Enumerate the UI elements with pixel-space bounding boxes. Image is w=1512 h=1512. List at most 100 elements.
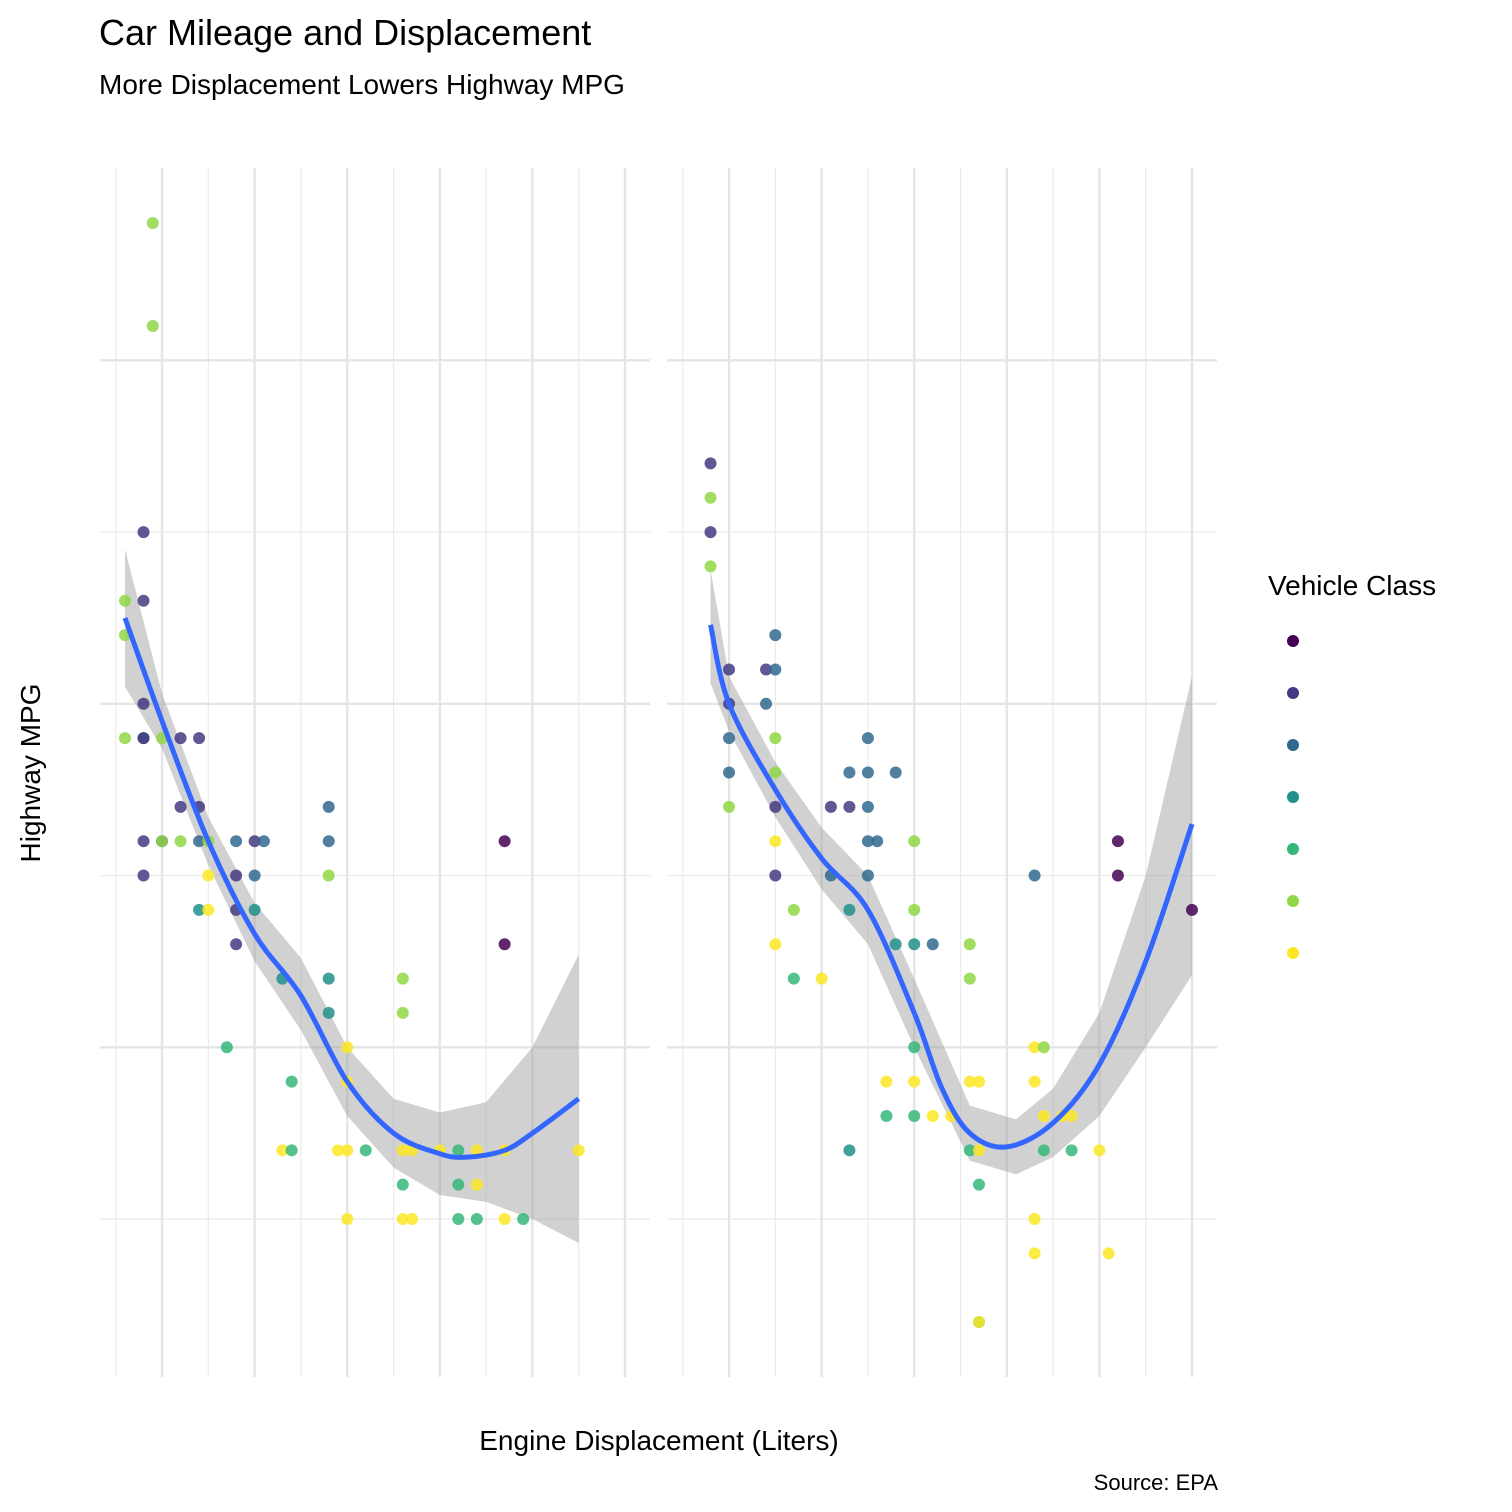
data-point-midsize — [926, 938, 939, 951]
data-point-pickup — [908, 1109, 921, 1122]
data-point-subcompact — [146, 319, 159, 332]
data-point-suv — [331, 1144, 344, 1157]
data-point-suv — [202, 903, 215, 916]
caption: Source: EPA — [1094, 1470, 1219, 1495]
data-point-compact — [760, 663, 773, 676]
data-point-pickup — [452, 1213, 465, 1226]
legend-key-minivan — [1287, 791, 1299, 803]
data-point-subcompact — [963, 972, 976, 985]
data-point-midsize — [193, 835, 206, 848]
data-point-midsize — [769, 663, 782, 676]
data-point-compact — [137, 594, 150, 607]
data-point-suv — [815, 972, 828, 985]
smooth-line — [122, 617, 581, 1160]
data-point-compact — [137, 835, 150, 848]
data-point-midsize — [843, 766, 856, 779]
data-point-compact — [137, 697, 150, 710]
legend-key-subcompact — [1287, 895, 1299, 907]
data-point-pickup — [359, 1144, 372, 1157]
panel-2008 — [667, 168, 1217, 1377]
data-point-suv — [769, 938, 782, 951]
data-point-suv — [973, 1144, 986, 1157]
data-point-midsize — [861, 766, 874, 779]
data-point-2seater — [498, 835, 511, 848]
data-point-compact — [193, 732, 206, 745]
legend-key-suv — [1287, 947, 1299, 959]
data-point-suv — [1065, 1109, 1078, 1122]
data-point-minivan — [322, 1006, 335, 1019]
data-point-compact — [769, 869, 782, 882]
data-point-midsize — [889, 766, 902, 779]
data-point-suv — [1102, 1247, 1115, 1260]
data-point-suv — [1028, 1041, 1041, 1054]
data-point-suv — [396, 1144, 409, 1157]
confidence-ribbon — [125, 549, 579, 1244]
data-point-pickup — [285, 1144, 298, 1157]
data-point-pickup — [1037, 1144, 1050, 1157]
data-point-subcompact — [908, 903, 921, 916]
data-point-suv — [572, 1144, 585, 1157]
data-point-pickup — [1065, 1144, 1078, 1157]
data-point-minivan — [843, 1144, 856, 1157]
data-point-midsize — [769, 629, 782, 642]
data-point-minivan — [889, 938, 902, 951]
data-point-subcompact — [704, 560, 717, 573]
data-point-2seater — [1111, 869, 1124, 882]
data-point-subcompact — [119, 594, 131, 607]
data-point-compact — [704, 457, 717, 470]
legend: Vehicle Class — [1268, 570, 1436, 959]
data-point-pickup — [517, 1213, 530, 1226]
legend-key-compact — [1287, 687, 1299, 699]
data-point-compact — [137, 732, 150, 745]
data-point-pickup — [973, 1178, 986, 1191]
legend-title: Vehicle Class — [1268, 570, 1436, 601]
data-point-subcompact — [396, 972, 409, 985]
smooth-line — [708, 624, 1195, 1150]
data-point-pickup — [220, 1041, 233, 1054]
data-point-compact — [843, 800, 856, 813]
data-point-subcompact — [769, 766, 782, 779]
data-point-pickup — [880, 1109, 893, 1122]
y-axis-label: Highway MPG — [15, 684, 46, 863]
chart-title: Car Mileage and Displacement — [99, 12, 591, 53]
data-point-midsize — [861, 732, 874, 745]
data-point-suv — [963, 1075, 976, 1088]
data-point-suv — [341, 1144, 354, 1157]
data-point-2seater — [498, 938, 511, 951]
data-point-suv — [1028, 1213, 1041, 1226]
data-point-compact — [230, 869, 243, 882]
data-point-midsize — [1028, 869, 1041, 882]
data-point-pickup — [285, 1075, 298, 1088]
data-point-minivan — [322, 972, 335, 985]
data-point-pickup — [908, 1041, 921, 1054]
data-point-2seater — [1186, 903, 1198, 916]
data-point-pickup — [470, 1213, 483, 1226]
data-point-compact — [137, 526, 150, 539]
data-point-midsize — [871, 835, 884, 848]
data-point-minivan — [843, 903, 856, 916]
chart-subtitle: More Displacement Lowers Highway MPG — [99, 69, 625, 100]
data-point-subcompact — [908, 835, 921, 848]
data-point-midsize — [248, 869, 261, 882]
data-point-compact — [230, 938, 243, 951]
data-point-midsize — [861, 835, 874, 848]
data-point-suv — [470, 1178, 483, 1191]
data-point-suv — [973, 1316, 986, 1329]
data-point-suv — [880, 1075, 893, 1088]
data-point-compact — [723, 663, 736, 676]
legend-key-midsize — [1287, 739, 1299, 751]
data-point-subcompact — [704, 491, 717, 504]
data-point-subcompact — [963, 938, 976, 951]
data-point-pickup — [452, 1144, 465, 1157]
data-point-minivan — [908, 938, 921, 951]
x-axis-label: Engine Displacement (Liters) — [479, 1425, 839, 1456]
data-point-subcompact — [769, 732, 782, 745]
data-point-subcompact — [396, 1006, 409, 1019]
data-point-midsize — [322, 835, 335, 848]
legend-key-pickup — [1287, 843, 1299, 855]
data-point-suv — [973, 1075, 986, 1088]
data-point-suv — [1093, 1144, 1106, 1157]
data-point-pickup — [396, 1178, 409, 1191]
data-point-compact — [174, 800, 187, 813]
data-point-subcompact — [174, 835, 187, 848]
